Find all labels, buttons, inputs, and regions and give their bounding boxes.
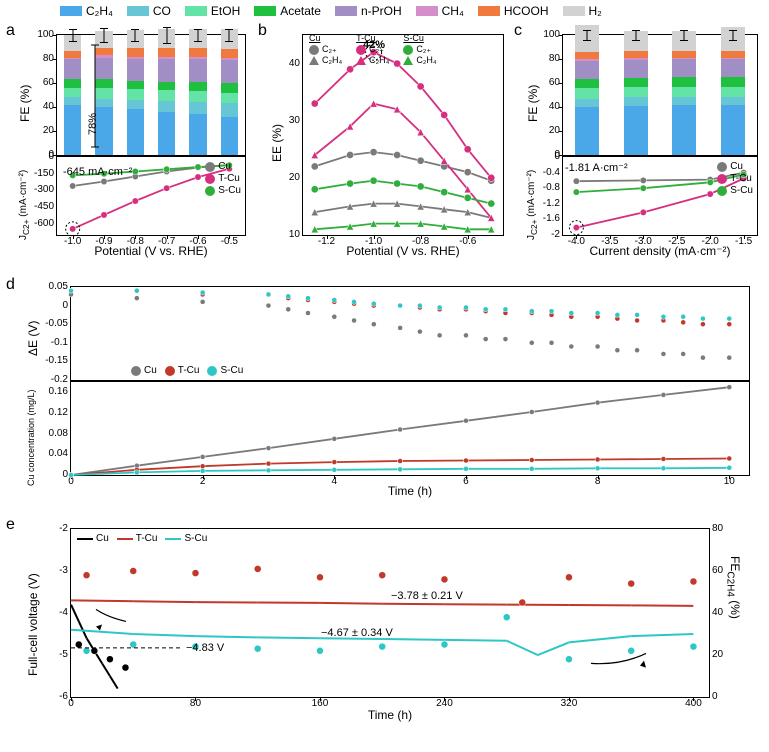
panel-c-j-chart: -2-1.6-1.2-0.8-0.40-4.0-3.5-3.0-2.5-2.0-… [562,156,758,236]
panel-d-top-ylabel: ΔE (V) [26,321,40,356]
panel-d-deltae-chart: 0.050-0.05-0.1-0.15-0.2CuT-CuS-Cu [70,286,750,381]
panel-c-bot-ylabel: JC2+ (mA·cm⁻²) [526,170,539,240]
legend-item: Acetate [254,4,321,18]
panel-c-top-ylabel: FE (%) [526,85,540,122]
figure-root: C₂H₄ CO EtOH Acetate n-PrOH CH₄ HCOOH H₂ a 0204… [0,0,769,752]
legend-item: HCOOH [478,4,549,18]
panel-d-bot-ylabel: Cu concentration (mg/L) [26,389,36,486]
panel-c: c 020406080100 FE (%) -2-1.6-1.2-0.8-0.4… [512,22,768,266]
legend-item: CO [127,4,171,18]
panel-a-label: a [6,22,15,40]
panel-a: a 02040608010078% FE (%) -600-450-300-15… [0,22,256,266]
legend-item: n-PrOH [335,4,402,18]
global-product-legend: C₂H₄ CO EtOH Acetate n-PrOH CH₄ HCOOH H₂ [60,4,759,18]
panel-b: b 10203040-1.2-1.0-0.8-0.642%CuC₂₊C₂H₄T-… [256,22,512,266]
panel-b-ylabel: EE (%) [270,124,284,162]
legend-item: H₂ [563,4,602,18]
panel-e-ylabel-right: FEC2H4 (%) [725,556,742,619]
panel-a-bot-ylabel: JC2+ (mA·cm⁻²) [18,170,31,240]
panel-c-label: c [514,22,522,40]
legend-item: CH₄ [416,4,464,18]
panel-e-chart: -2-3-4-5-6020406080080160240320400−3.78 … [70,528,710,698]
panel-c-xlabel: Current density (mA·cm⁻²) [562,244,758,258]
panel-e-label: e [6,516,15,534]
panel-b-label: b [258,22,267,40]
legend-item: EtOH [185,4,240,18]
panel-d-cuconc-chart: 00.040.080.120.160246810 [70,381,750,476]
panel-e: e -2-3-4-5-6020406080080160240320400−3.7… [0,516,769,742]
panel-d-label: d [6,276,15,294]
panel-d-xlabel: Time (h) [70,484,750,498]
panel-a-xlabel: Potential (V vs. RHE) [56,244,246,258]
panel-e-xlabel: Time (h) [70,708,710,722]
panel-d: d 0.050-0.05-0.1-0.15-0.2CuT-CuS-Cu ΔE (… [0,276,769,506]
panel-a-fe-chart: 02040608010078% [56,34,246,156]
panel-b-ee-chart: 10203040-1.2-1.0-0.8-0.642%CuC₂₊C₂H₄T-Cu… [302,34,504,236]
panel-e-ylabel-left: Full-cell voltage (V) [26,573,40,676]
panel-a-j-chart: -600-450-300-1500-1.0-0.9-0.8-0.7-0.6-0.… [56,156,246,236]
panel-c-fe-chart: 020406080100 [562,34,758,156]
panel-a-top-ylabel: FE (%) [18,85,32,122]
legend-item: C₂H₄ [60,4,113,18]
panel-b-xlabel: Potential (V vs. RHE) [302,244,504,258]
